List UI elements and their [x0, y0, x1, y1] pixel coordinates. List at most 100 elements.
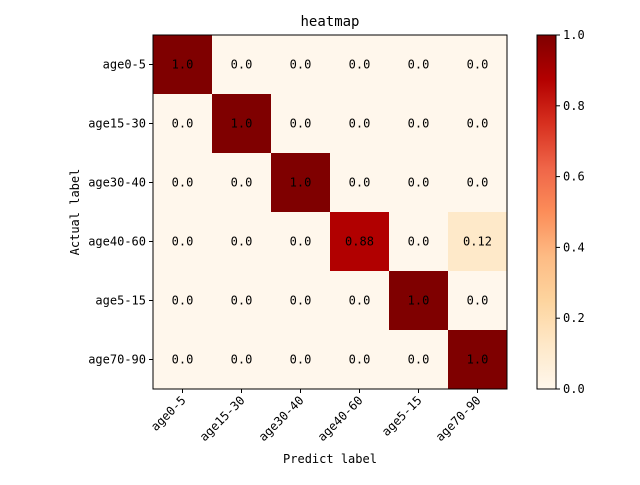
- cell-value-label: 0.0: [231, 176, 253, 190]
- cell-value-label: 1.0: [467, 353, 489, 367]
- heatmap-cell: [271, 153, 330, 212]
- heatmap-cell: [330, 94, 389, 153]
- heatmap-cell-labels: 1.0 0.0 0.0 0.0 0.0 0.0 0.0 1.0 0.0 0.0 0.0 0.0 0.0 0…: [172, 58, 492, 367]
- cell-value-label: 1.0: [231, 117, 253, 131]
- x-axis-ticks: age0-5 age15-30 age30-40 age40-60 age5-15 age…: [148, 389, 484, 444]
- cell-value-label: 0.0: [408, 235, 430, 249]
- heatmap-cell: [153, 330, 212, 389]
- plot-frame: [152, 34, 508, 390]
- x-tick-label: age70-90: [433, 393, 484, 444]
- heatmap-cell: [448, 330, 507, 389]
- heatmap-cell: [330, 271, 389, 330]
- heatmap-cell: [389, 212, 448, 271]
- colorbar-tick-label: 0.0: [563, 382, 585, 396]
- cell-value-label: 0.0: [349, 294, 371, 308]
- heatmap-cell: [153, 35, 212, 94]
- heatmap-cell: [389, 153, 448, 212]
- heatmap-cell: [212, 94, 271, 153]
- colorbar: [536, 34, 557, 390]
- colorbar-tick-label: 1.0: [563, 28, 585, 42]
- cell-value-label: 0.0: [408, 58, 430, 72]
- colorbar-tick-label: 0.8: [563, 99, 585, 113]
- cell-value-label: 0.0: [290, 294, 312, 308]
- cell-value-label: 0.0: [172, 117, 194, 131]
- colorbar-tick-label: 0.6: [563, 170, 585, 184]
- cell-value-label: 0.0: [408, 117, 430, 131]
- heatmap-cell: [448, 271, 507, 330]
- cell-value-label: 0.0: [172, 294, 194, 308]
- x-tick-label: age30-40: [256, 393, 307, 444]
- cell-value-label: 0.0: [408, 353, 430, 367]
- heatmap-cell: [330, 330, 389, 389]
- cell-value-label: 0.0: [172, 353, 194, 367]
- heatmap-cell: [212, 212, 271, 271]
- cell-value-label: 1.0: [290, 176, 312, 190]
- heatmap-cell: [212, 330, 271, 389]
- cell-value-label: 0.0: [231, 58, 253, 72]
- y-axis-ticks: age0-5 age15-30 age30-40 age40-60 age5-15 age…: [88, 58, 153, 367]
- cell-value-label: 0.0: [290, 117, 312, 131]
- cell-value-label: 0.12: [463, 235, 492, 249]
- heatmap-cell: [153, 153, 212, 212]
- heatmap-cell: [212, 271, 271, 330]
- cell-value-label: 0.0: [290, 58, 312, 72]
- cell-value-label: 0.0: [231, 235, 253, 249]
- y-tick-label: age40-60: [88, 235, 146, 249]
- cell-value-label: 0.88: [345, 235, 374, 249]
- heatmap-cell: [448, 94, 507, 153]
- cell-value-label: 0.0: [349, 176, 371, 190]
- y-tick-label: age70-90: [88, 353, 146, 367]
- colorbar-tick-label: 0.2: [563, 311, 585, 325]
- heatmap-cell: [271, 271, 330, 330]
- cell-value-label: 0.0: [172, 235, 194, 249]
- x-axis-label: Predict label: [283, 452, 377, 466]
- heatmap-cell: [389, 271, 448, 330]
- heatmap-cell: [271, 212, 330, 271]
- x-tick-label: age40-60: [315, 393, 366, 444]
- heatmap-cell: [389, 35, 448, 94]
- cell-value-label: 0.0: [467, 294, 489, 308]
- x-tick-label: age15-30: [197, 393, 248, 444]
- heatmap-cell: [153, 212, 212, 271]
- cell-value-label: 0.0: [467, 117, 489, 131]
- cell-value-label: 0.0: [290, 235, 312, 249]
- cell-value-label: 0.0: [408, 176, 430, 190]
- cell-value-label: 0.0: [349, 117, 371, 131]
- heatmap-cell: [271, 35, 330, 94]
- heatmap-cell: [212, 35, 271, 94]
- cell-value-label: 0.0: [172, 176, 194, 190]
- cell-value-label: 0.0: [231, 353, 253, 367]
- cell-value-label: 0.0: [467, 58, 489, 72]
- colorbar-ticks: 0.0 0.2 0.4 0.6 0.8 1.0: [556, 28, 585, 396]
- heatmap-cell: [212, 153, 271, 212]
- heatmap-cell: [153, 94, 212, 153]
- cell-value-label: 1.0: [408, 294, 430, 308]
- chart-title: heatmap: [300, 14, 359, 30]
- cell-value-label: 0.0: [349, 353, 371, 367]
- y-tick-label: age0-5: [103, 58, 146, 72]
- x-tick-label: age5-15: [379, 393, 425, 439]
- cell-value-label: 0.0: [290, 353, 312, 367]
- heatmap-cell: [330, 35, 389, 94]
- heatmap-cell: [448, 153, 507, 212]
- y-tick-label: age5-15: [95, 294, 146, 308]
- heatmap-cell: [389, 94, 448, 153]
- heatmap-cells: [153, 35, 507, 389]
- heatmap-cell: [153, 271, 212, 330]
- heatmap-cell: [271, 94, 330, 153]
- heatmap-cell: [330, 153, 389, 212]
- y-axis-label: Actual label: [68, 169, 82, 256]
- cell-value-label: 0.0: [231, 294, 253, 308]
- heatmap-cell: [448, 35, 507, 94]
- colorbar-tick-label: 0.4: [563, 240, 585, 254]
- heatmap-cell: [389, 330, 448, 389]
- x-tick-label: age0-5: [148, 393, 189, 434]
- heatmap-cell: [271, 330, 330, 389]
- cell-value-label: 1.0: [172, 58, 194, 72]
- heatmap-cell: [330, 212, 389, 271]
- cell-value-label: 0.0: [467, 176, 489, 190]
- heatmap-cell: [448, 212, 507, 271]
- y-tick-label: age15-30: [88, 117, 146, 131]
